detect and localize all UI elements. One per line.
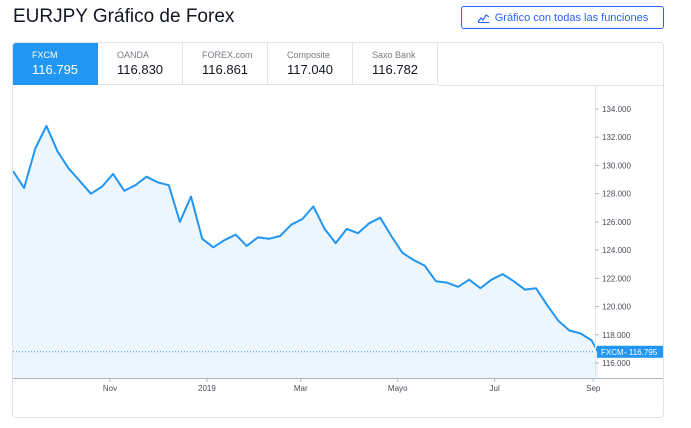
x-tick-label: Sep	[586, 384, 601, 393]
last-price-series-name: FXCM	[601, 348, 624, 357]
chart-line-icon	[477, 13, 490, 23]
price-axis: 134.000 132.000 130.000 128.000 126.000 124.0…	[595, 85, 631, 378]
y-tick-label: 122.000	[602, 274, 631, 283]
x-tick-label: Mar	[294, 384, 308, 393]
last-price-badge	[597, 345, 663, 358]
tab-forex-com[interactable]: FOREX.com 116.861	[183, 43, 268, 85]
price-area-fill	[13, 125, 598, 379]
y-tick-label: 130.000	[602, 161, 631, 170]
tab-price: 117.040	[287, 62, 334, 77]
tab-price: 116.861	[202, 62, 249, 77]
tab-name: FXCM	[32, 50, 58, 60]
tabs-divider	[438, 85, 663, 86]
price-chart[interactable]: 134.000 132.000 130.000 128.000 126.000 124.0…	[13, 85, 664, 418]
tab-name: Saxo Bank	[372, 50, 416, 60]
tab-name: FOREX.com	[202, 50, 253, 60]
y-tick-label: 120.000	[602, 303, 631, 312]
page-title: EURJPY Gráfico de Forex	[13, 6, 235, 27]
last-price-value: - 116.795	[624, 348, 658, 357]
tab-name: OANDA	[117, 50, 150, 60]
x-tick-label: Mayo	[388, 384, 408, 393]
tab-price: 116.782	[372, 62, 419, 77]
tab-composite[interactable]: Composite 117.040	[268, 43, 353, 85]
symbol-overview-widget: FXCM 116.795 OANDA 116.830 FOREX.com 116…	[12, 42, 664, 418]
last-price-label: FXCM - 116.795	[597, 345, 663, 358]
y-tick-label: 128.000	[602, 190, 631, 199]
tab-name: Composite	[287, 50, 331, 60]
tab-fxcm[interactable]: FXCM 116.795	[13, 43, 98, 85]
tab-oanda[interactable]: OANDA 116.830	[98, 43, 183, 85]
y-tick-label: 118.000	[602, 331, 631, 340]
y-tick-label: 134.000	[602, 105, 631, 114]
tab-price: 116.795	[32, 62, 79, 77]
x-tick-label: Nov	[103, 384, 117, 393]
y-tick-label: 132.000	[602, 133, 631, 142]
y-tick-label: 124.000	[602, 246, 631, 255]
full-chart-button-label: Gráfico con todas las funciones	[494, 11, 649, 24]
price-line	[13, 124, 599, 353]
y-tick-label: 126.000	[602, 218, 631, 227]
exchange-tabs: FXCM 116.795 OANDA 116.830 FOREX.com 116…	[13, 43, 438, 85]
tab-saxo-bank[interactable]: Saxo Bank 116.782	[353, 43, 438, 85]
time-axis: Nov 2019 Mar Mayo Jul Sep	[13, 378, 663, 393]
x-tick-label: Jul	[490, 384, 500, 393]
x-tick-label: 2019	[198, 384, 216, 393]
full-chart-button[interactable]: Gráfico con todas las funciones	[461, 6, 664, 29]
y-tick-label: 116.000	[602, 359, 631, 368]
tab-price: 116.830	[117, 62, 164, 77]
